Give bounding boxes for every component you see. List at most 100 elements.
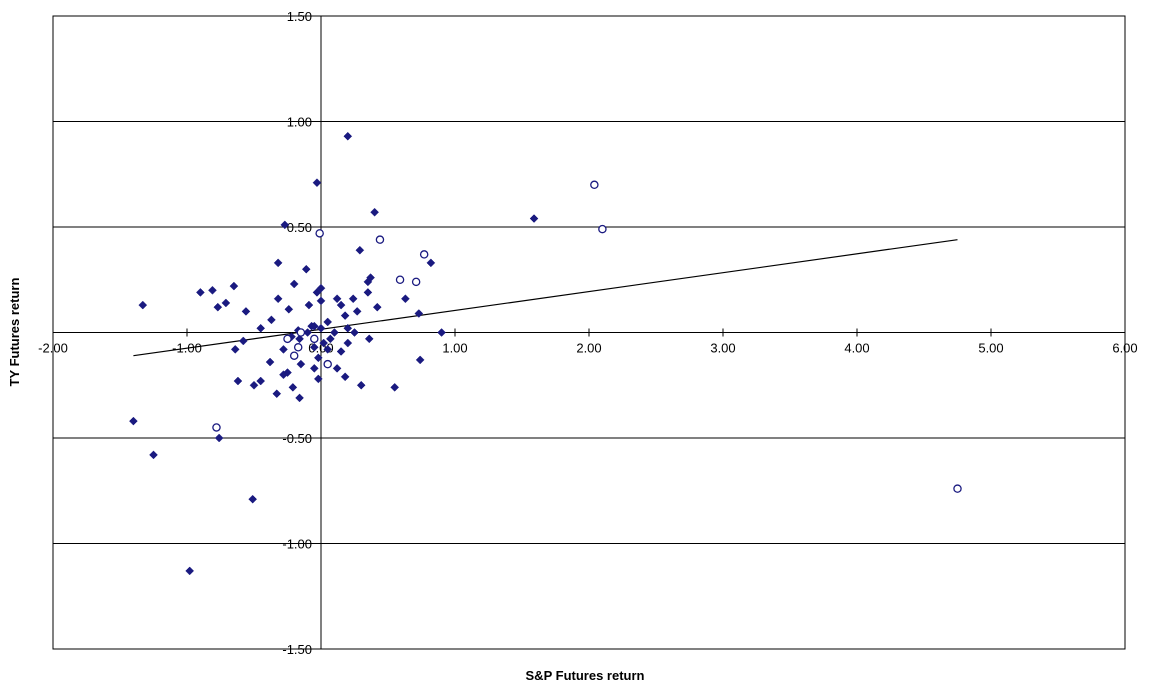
- x-tick-label: -2.00: [38, 341, 68, 356]
- scatter-point-filled: [233, 376, 243, 386]
- y-tick-label: -1.00: [282, 537, 312, 552]
- scatter-point-filled: [309, 321, 319, 331]
- scatter-point-filled: [288, 383, 298, 392]
- scatter-point-hollow: [310, 334, 319, 344]
- scatter-point-filled: [336, 347, 346, 356]
- y-tick-label: 0.50: [287, 220, 312, 235]
- scatter-point-filled: [185, 566, 195, 576]
- scatter-point-filled: [356, 380, 366, 390]
- scatter-point-filled: [265, 357, 275, 367]
- scatter-point-filled: [323, 317, 333, 327]
- x-tick-label: 1.00: [442, 341, 467, 356]
- x-tick-label: 2.00: [576, 341, 601, 356]
- scatter-point-hollow: [315, 229, 324, 238]
- scatter-point-filled: [221, 298, 231, 308]
- scatter-point-filled: [272, 389, 282, 399]
- trendline: [133, 239, 958, 357]
- scatter-point-hollow: [283, 334, 292, 344]
- scatter-point-filled: [273, 258, 283, 268]
- scatter-point-filled: [295, 393, 304, 403]
- scatter-point-filled: [214, 433, 224, 443]
- scatter-point-filled: [256, 323, 266, 333]
- scatter-point-filled: [295, 334, 304, 344]
- scatter-point-hollow: [296, 328, 306, 337]
- scatter-point-hollow: [598, 224, 607, 234]
- scatter-point-filled: [316, 323, 326, 333]
- scatter-point-filled: [352, 307, 362, 316]
- plot-area: -2.00 -1.00 0.00 1.00 2.00 3.00 4.00 5.00 6.00 1…: [38, 9, 1137, 657]
- scatter-point-filled: [313, 353, 323, 363]
- scatter-point-hollow: [293, 343, 303, 352]
- scatter-point-filled: [238, 336, 248, 346]
- scatter-point-filled: [336, 300, 346, 310]
- y-tick-labels: 1.50 1.00 0.50 -0.50 -1.00 -1.50: [282, 9, 325, 657]
- scatter-point-filled: [279, 345, 288, 354]
- y-tick-label: -1.50: [282, 642, 312, 657]
- scatter-point-filled: [343, 338, 353, 348]
- scatter-point-filled: [340, 311, 350, 320]
- scatter-point-filled: [370, 207, 379, 217]
- scatter-point-filled: [138, 300, 148, 310]
- scatter-point-hollow: [953, 484, 962, 493]
- scatter-point-filled: [529, 214, 539, 223]
- scatter-point-filled: [323, 345, 333, 354]
- scatter-point-filled: [280, 220, 290, 230]
- scatter-point-filled: [414, 309, 424, 318]
- scatter-point-filled: [249, 380, 259, 390]
- scatter-point-filled: [196, 288, 205, 297]
- scatter-point-filled: [372, 302, 382, 312]
- scatter-point-filled: [340, 372, 350, 382]
- scatter-point-filled: [229, 281, 239, 291]
- scatter-point-filled: [241, 307, 251, 316]
- scatter-point-filled: [129, 416, 138, 426]
- scatter-point-filled: [415, 355, 425, 365]
- y-tick-label: -0.50: [282, 431, 312, 446]
- scatter-point-filled: [401, 294, 410, 304]
- scatter-point-filled: [304, 300, 314, 310]
- scatter-point-filled: [363, 277, 373, 287]
- scatter-point-filled: [390, 383, 400, 392]
- scatter-point-filled: [319, 338, 329, 348]
- scatter-point-filled: [348, 294, 358, 304]
- scatter-point-filled: [343, 323, 353, 333]
- scatter-point-filled: [230, 345, 240, 354]
- scatter-point-filled: [301, 264, 311, 274]
- scatter-point-filled: [208, 285, 217, 295]
- x-tick-label: 4.00: [844, 341, 869, 356]
- scatter-point-hollow: [212, 423, 221, 432]
- scatter-point-filled: [296, 359, 306, 369]
- scatter-point-filled: [256, 376, 266, 386]
- scatter-point-filled: [309, 342, 319, 352]
- scatter-point-hollow: [419, 250, 429, 259]
- x-tick-labels: -2.00 -1.00 0.00 1.00 2.00 3.00 4.00 5.00 6.00: [38, 328, 1138, 356]
- scatter-point-filled: [355, 245, 365, 255]
- scatter-point-filled: [316, 296, 326, 306]
- scatter-point-filled: [332, 364, 342, 373]
- scatter-point-filled: [343, 131, 353, 141]
- scatter-point-filled: [363, 288, 373, 297]
- scatter-point-filled: [350, 328, 359, 337]
- y-tick-label: 1.50: [287, 9, 312, 24]
- scatter-point-filled: [437, 328, 446, 337]
- scatter-point-filled: [364, 334, 374, 344]
- scatter-point-filled: [267, 315, 276, 325]
- x-tick-label: 3.00: [710, 341, 735, 356]
- scatter-point-filled: [309, 364, 319, 373]
- scatter-point-hollow: [590, 180, 599, 190]
- scatter-point-filled: [312, 178, 322, 188]
- x-tick-label: 6.00: [1112, 341, 1137, 356]
- scatter-point-hollow: [323, 359, 332, 369]
- scatter-point-hollow: [411, 277, 421, 287]
- scatter-point-filled: [279, 370, 288, 380]
- scatter-point-filled: [326, 334, 335, 344]
- scatter-point-filled: [332, 294, 342, 304]
- scatter-point-filled: [248, 494, 258, 504]
- data-points: [129, 131, 962, 576]
- gridlines: [53, 15, 1125, 650]
- scatter-point-filled: [289, 279, 299, 289]
- scatter-point-hollow: [375, 235, 385, 244]
- scatter-point-filled: [426, 258, 436, 268]
- scatter-point-hollow: [395, 275, 405, 284]
- y-tick-label: 1.00: [287, 115, 312, 130]
